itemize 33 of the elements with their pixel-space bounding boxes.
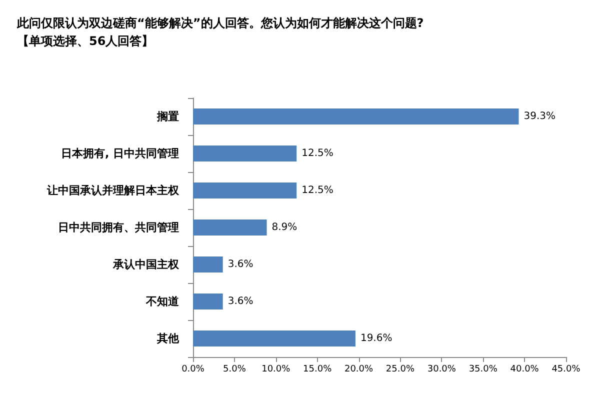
bar [193, 256, 223, 272]
bar [193, 220, 267, 236]
y-tick-label: 其他 [156, 332, 180, 345]
data-label: 12.5% [302, 185, 334, 196]
data-label: 12.5% [302, 148, 334, 159]
data-label: 39.3% [524, 111, 556, 122]
x-tick-label: 25.0% [386, 364, 415, 374]
bar [193, 146, 297, 162]
bar [193, 182, 297, 198]
bar [193, 330, 356, 346]
x-tick-label: 20.0% [344, 364, 374, 374]
data-label: 19.6% [360, 333, 392, 344]
bar [193, 294, 223, 310]
y-tick-label: 不知道 [145, 295, 180, 308]
y-tick-label: 搁置 [156, 110, 179, 123]
x-tick-label: 40.0% [510, 364, 540, 374]
data-label: 3.6% [228, 259, 254, 270]
data-label: 3.6% [228, 296, 254, 307]
x-tick-label: 5.0% [223, 364, 246, 374]
y-tick-label: 让中国承认并理解日本主权 [46, 184, 180, 197]
x-tick-label: 15.0% [303, 364, 332, 374]
text: 【单项选择、56人回答】 [17, 34, 154, 48]
data-label: 8.9% [272, 222, 298, 233]
chart-title: 此问仅限认为双边磋商“能够解决”的人回答。您认为如何才能解决这个问题? [16, 16, 424, 30]
x-tick-label: 45.0% [552, 364, 581, 374]
x-tick-label: 10.0% [262, 364, 291, 374]
y-tick-label: 日本拥有, 日中共同管理 [60, 147, 179, 160]
y-tick-label: 承认中国主权 [112, 258, 180, 271]
y-tick-label: 日中共同拥有、共同管理 [58, 221, 179, 234]
bar [193, 108, 519, 124]
x-tick-label: 0.0% [182, 364, 205, 374]
x-tick-label: 35.0% [468, 364, 498, 374]
x-tick-label: 30.0% [427, 364, 456, 374]
